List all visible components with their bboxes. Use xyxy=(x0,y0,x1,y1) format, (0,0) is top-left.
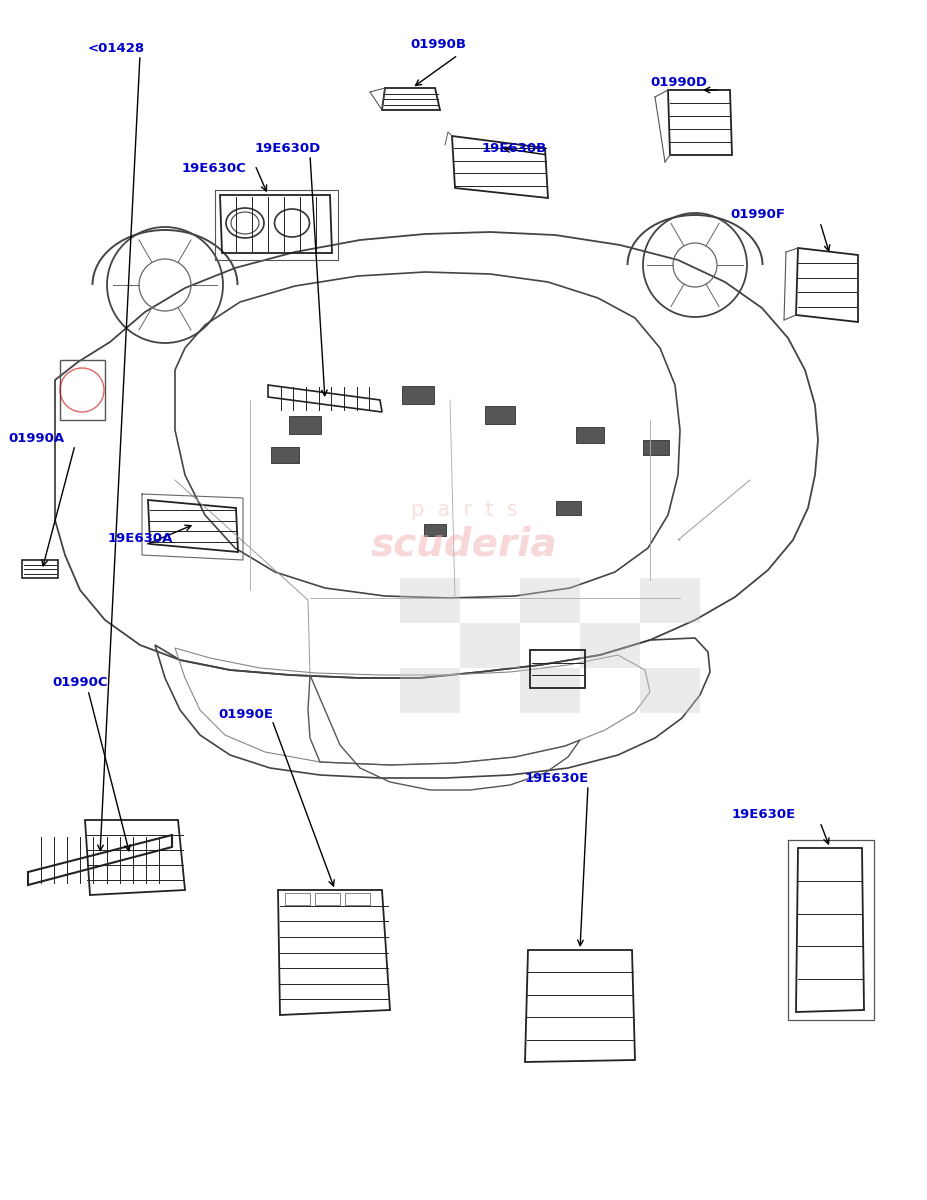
Bar xyxy=(640,578,699,623)
Bar xyxy=(314,893,339,905)
Text: 01990A: 01990A xyxy=(8,432,64,444)
Text: p  a  r  t  s: p a r t s xyxy=(411,500,516,520)
Text: 01990D: 01990D xyxy=(649,77,706,90)
Bar xyxy=(555,502,580,515)
Text: 19E630E: 19E630E xyxy=(731,809,795,822)
Bar xyxy=(576,427,603,443)
Bar xyxy=(401,386,434,404)
Text: 19E630E: 19E630E xyxy=(525,772,589,785)
Bar xyxy=(485,406,514,424)
Text: 01990E: 01990E xyxy=(218,708,273,721)
Bar xyxy=(345,893,370,905)
Text: 19E630B: 19E630B xyxy=(481,142,547,155)
Bar xyxy=(642,440,668,455)
Text: 01990F: 01990F xyxy=(730,209,784,222)
Bar xyxy=(285,893,310,905)
Text: scuderia: scuderia xyxy=(370,526,557,564)
Text: 19E630D: 19E630D xyxy=(255,142,321,155)
Bar xyxy=(424,524,446,536)
Bar xyxy=(400,668,460,713)
Bar xyxy=(640,668,699,713)
Text: 01990B: 01990B xyxy=(410,38,465,52)
Bar xyxy=(579,623,640,668)
Text: 19E630C: 19E630C xyxy=(182,162,247,174)
Text: 01990C: 01990C xyxy=(52,676,108,689)
Text: 19E630A: 19E630A xyxy=(108,532,173,545)
Bar xyxy=(400,578,460,623)
Bar xyxy=(288,416,321,434)
Bar xyxy=(519,668,579,713)
Text: <01428: <01428 xyxy=(88,42,145,54)
Bar xyxy=(519,578,579,623)
Bar xyxy=(460,623,519,668)
Bar xyxy=(271,446,298,463)
